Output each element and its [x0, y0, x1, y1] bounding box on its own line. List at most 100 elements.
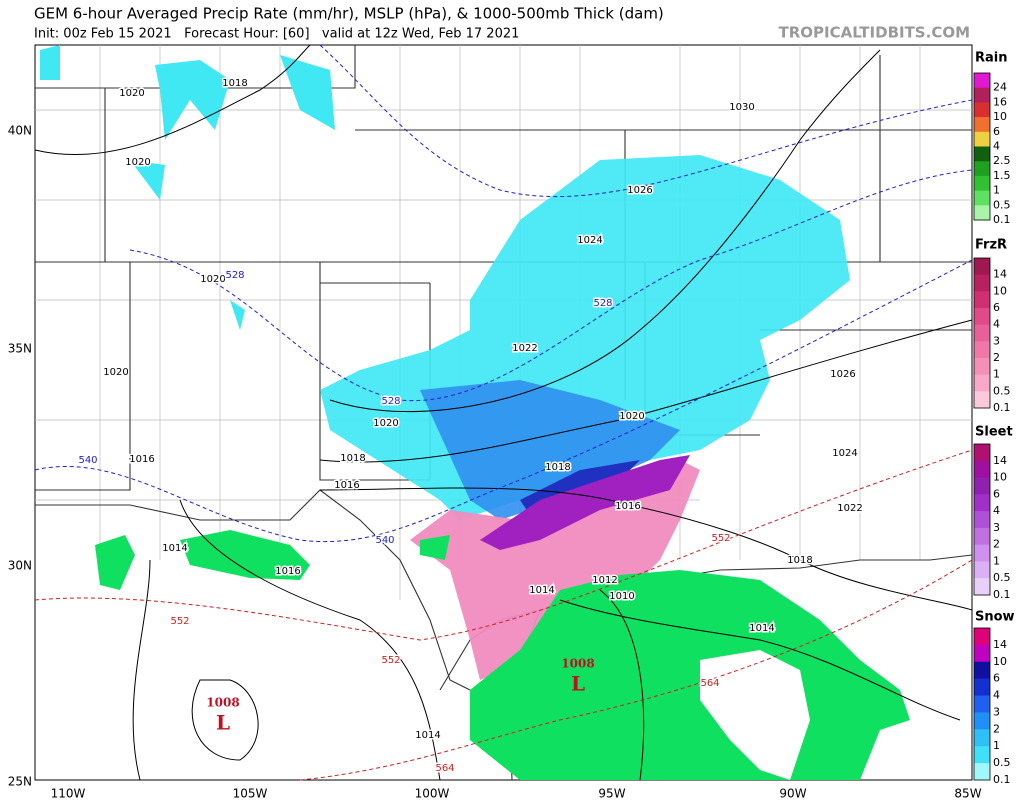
isobar-label: 1018	[222, 78, 247, 89]
legend-label: 6	[993, 672, 1000, 685]
legend-title: Snow	[975, 610, 1015, 625]
lon-label: 90W	[779, 787, 806, 801]
legend-swatch	[974, 131, 990, 147]
legend-swatch	[974, 729, 990, 747]
thickness-label: 564	[700, 678, 719, 689]
legend-frame	[973, 72, 991, 221]
isobar-label: 1026	[627, 185, 652, 196]
isobar-label: 1018	[340, 453, 365, 464]
subtitle: Init: 00z Feb 15 2021 Forecast Hour: [60…	[34, 27, 519, 42]
legend-swatch	[974, 308, 990, 326]
legend-frame	[973, 257, 991, 409]
legend-label: 14	[993, 454, 1007, 467]
legend-label: 2	[993, 722, 1000, 735]
thickness-label: 552	[170, 616, 189, 627]
title: GEM 6-hour Averaged Precip Rate (mm/hr),…	[34, 5, 664, 23]
legend-label: 4	[993, 140, 1000, 153]
legend-label: 10	[993, 655, 1007, 668]
legend-label: 4	[993, 689, 1000, 702]
legend-label: 10	[993, 284, 1007, 297]
site-name: TROPICALTIDBITS.COM	[779, 24, 971, 42]
thickness-label: 528	[381, 396, 400, 407]
legend-swatch	[974, 544, 990, 562]
legend-label: 0.5	[993, 198, 1011, 211]
thickness-label: 552	[711, 533, 730, 544]
thickness-label: 528	[593, 298, 612, 309]
legend-label: 2.5	[993, 154, 1011, 167]
legend-title: FrzR	[975, 238, 1007, 253]
lat-label: 40N	[8, 124, 32, 138]
legend-swatch	[974, 190, 990, 206]
isobar-label: 1014	[162, 543, 187, 554]
isobar-label: 1012	[592, 575, 617, 586]
legend-title: Rain	[975, 51, 1008, 66]
legend-label: 1	[993, 739, 1000, 752]
legend-swatch	[974, 661, 990, 680]
isobar-label: 1016	[275, 566, 300, 577]
lat-label: 25N	[8, 775, 32, 789]
low-symbol: L	[571, 672, 585, 696]
thickness-label: 564	[435, 763, 454, 774]
legend-label: 3	[993, 705, 1000, 718]
legend-swatch	[974, 561, 990, 579]
legend-label: 0.1	[993, 588, 1011, 601]
low-pressure: 1008	[206, 696, 239, 710]
lon-label: 105W	[233, 787, 268, 801]
legend-swatch	[974, 494, 990, 512]
legend-swatch	[974, 477, 990, 495]
isobar-label: 1020	[619, 411, 644, 422]
lon-label: 85W	[954, 787, 981, 801]
isobar-label: 1014	[749, 623, 774, 634]
legend-label: 24	[993, 81, 1007, 94]
isobar-label: 1030	[729, 102, 754, 113]
low-symbol: L	[216, 711, 230, 735]
legend-label: 14	[993, 638, 1007, 651]
isobar-label: 1016	[615, 501, 640, 512]
thickness-label: 528	[225, 270, 244, 281]
legend-frame	[973, 443, 991, 596]
isobar-label: 1020	[119, 88, 144, 99]
legend-label: 0.1	[993, 773, 1011, 786]
legend-swatch	[974, 87, 990, 103]
isobar-label: 1026	[830, 369, 855, 380]
legend-title: Sleet	[975, 425, 1013, 440]
legend-label: 0.5	[993, 384, 1011, 397]
isobar-label: 1018	[787, 555, 812, 566]
isobar-label: 1024	[832, 448, 857, 459]
legend-swatch	[974, 746, 990, 764]
legend-label: 6	[993, 487, 1000, 500]
thickness-label: 540	[375, 535, 394, 546]
legend-label: 3	[993, 521, 1000, 534]
lon-label: 95W	[598, 787, 625, 801]
isobar-label: 1022	[512, 343, 537, 354]
legend-swatch	[974, 712, 990, 730]
legend-label: 1	[993, 184, 1000, 197]
legend-swatch	[974, 73, 990, 89]
isobar-label: 1022	[837, 503, 862, 514]
legend-label: 3	[993, 334, 1000, 347]
legend-label: 0.1	[993, 401, 1011, 414]
legend-swatch	[974, 175, 990, 192]
legend-label: 16	[993, 95, 1007, 108]
isobar-label: 1014	[529, 585, 554, 596]
legend-swatch	[974, 146, 990, 162]
lat-label: 30N	[8, 559, 32, 573]
legend-label: 4	[993, 504, 1000, 517]
isobar-label: 1020	[125, 157, 150, 168]
legend-swatch	[974, 444, 990, 462]
legend-swatch	[974, 644, 990, 663]
isobar-label: 1010	[609, 591, 634, 602]
legend-label: 14	[993, 268, 1007, 281]
lon-label: 100W	[415, 787, 450, 801]
legend-label: 2	[993, 538, 1000, 551]
legend-swatch	[974, 695, 990, 713]
legend-swatch	[974, 374, 990, 392]
isobar-label: 1016	[129, 454, 154, 465]
thickness-label: 552	[381, 655, 400, 666]
legend-label: 4	[993, 318, 1000, 331]
legend-swatch	[974, 117, 990, 133]
legend-label: 0.5	[993, 756, 1011, 769]
isobar-label: 1020	[103, 367, 128, 378]
isobar-label: 1020	[373, 418, 398, 429]
